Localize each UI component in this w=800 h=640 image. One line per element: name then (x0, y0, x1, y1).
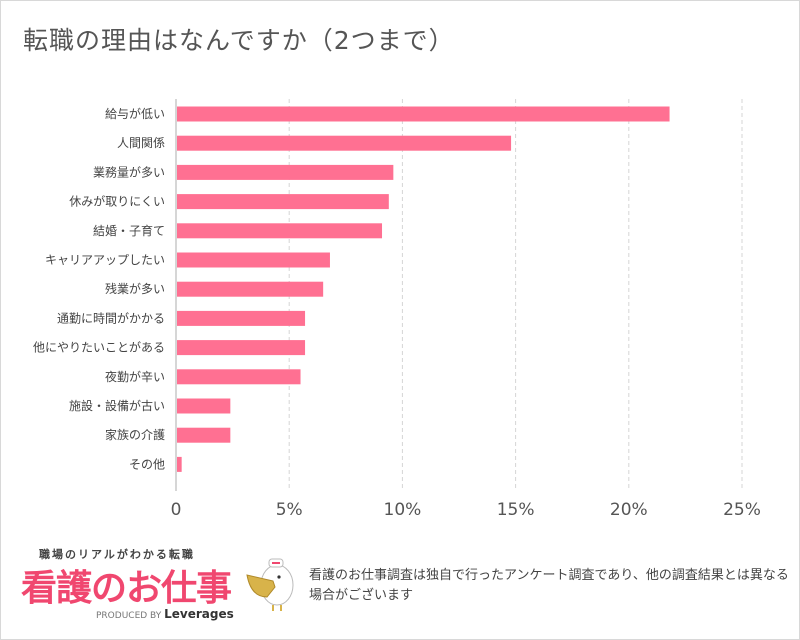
category-label: 業務量が多い (93, 164, 165, 179)
category-label: 他にやりたいことがある (33, 340, 165, 355)
x-tick-label: 15% (497, 500, 535, 520)
category-label: 夜勤が辛い (105, 369, 165, 384)
category-label: 結婚・子育て (93, 223, 165, 238)
bar (177, 398, 231, 414)
category-label: 家族の介護 (105, 427, 165, 442)
bar (177, 164, 394, 180)
bar (177, 106, 670, 122)
pelican-mascot-icon (246, 558, 294, 611)
produced-by: PRODUCED BY Leverages (96, 607, 234, 621)
bar (177, 194, 389, 210)
brand-logo: 看護のお仕事 (21, 568, 232, 609)
x-tick-label: 0 (171, 500, 182, 520)
category-label: 人間関係 (117, 136, 165, 150)
bar (177, 340, 306, 356)
category-label: キャリアアップしたい (45, 253, 165, 267)
bar (177, 281, 324, 297)
chart-title: 転職の理由はなんですか（2つまで） (23, 26, 455, 55)
bar (177, 369, 301, 385)
category-label: 残業が多い (105, 281, 165, 296)
bar (177, 310, 306, 326)
bar (177, 252, 330, 268)
category-label: 通勤に時間がかかる (57, 310, 165, 325)
produced-by-label: PRODUCED BY (96, 611, 162, 621)
company-name: Leverages (164, 607, 234, 621)
bar (177, 456, 182, 472)
category-label: 休みが取りにくい (69, 194, 165, 209)
category-label: 施設・設備が古い (69, 398, 165, 413)
bar-chart: 0 5% 10% 15% 20% 25% 給与が低い人間関係業務量が多い休みが取りにくい結婚… (33, 99, 761, 520)
category-label: その他 (129, 457, 165, 471)
bar (177, 135, 512, 151)
logo-tagline: 職場のリアルがわかる転職 (39, 548, 195, 561)
bar (177, 223, 383, 239)
x-tick-label: 20% (610, 500, 648, 520)
x-tick-label: 25% (723, 500, 761, 520)
survey-note: 看護のお仕事調査は独自で行ったアンケート調査であり、他の調査結果とは異なる場合が… (309, 568, 789, 603)
x-tick-label: 10% (384, 500, 422, 520)
x-tick-label: 5% (276, 500, 303, 520)
category-label: 給与が低い (105, 106, 165, 121)
bar (177, 427, 231, 443)
